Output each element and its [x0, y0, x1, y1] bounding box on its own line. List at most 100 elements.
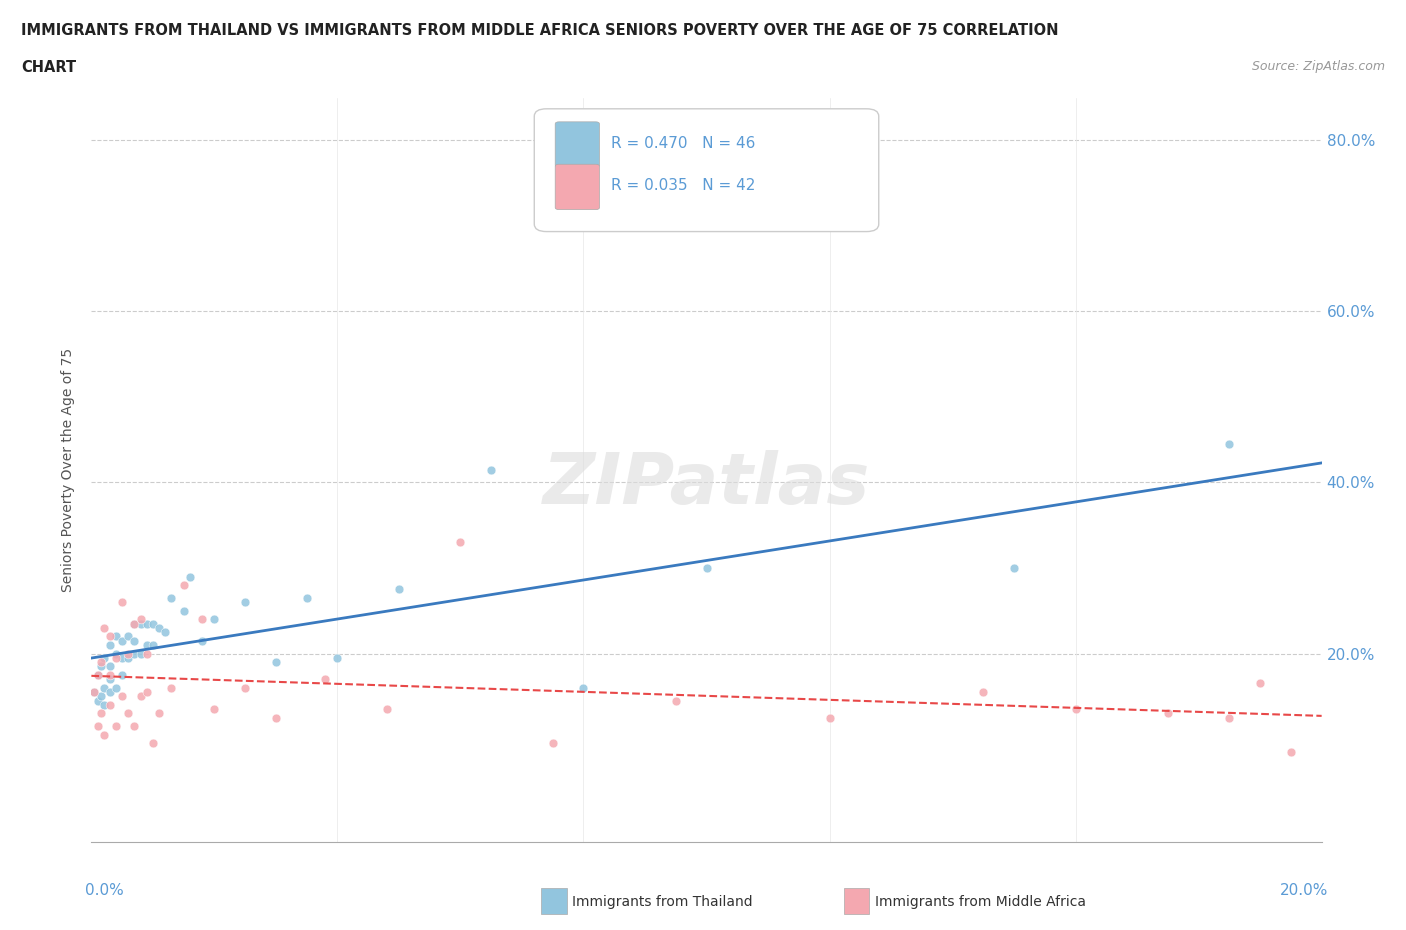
Point	[93, 650, 115, 665]
Bar	[844, 888, 869, 914]
Point	[135, 646, 157, 661]
Point	[105, 629, 127, 644]
Point	[105, 650, 127, 665]
Point	[98, 698, 121, 712]
Point	[111, 650, 134, 665]
Point	[117, 629, 139, 644]
Point	[1157, 706, 1180, 721]
Text: R = 0.035   N = 42: R = 0.035 N = 42	[610, 178, 755, 193]
Point	[135, 638, 157, 653]
Point	[98, 638, 121, 653]
Point	[314, 671, 336, 686]
FancyBboxPatch shape	[555, 122, 599, 167]
Point	[142, 617, 165, 631]
Text: IMMIGRANTS FROM THAILAND VS IMMIGRANTS FROM MIDDLE AFRICA SENIORS POVERTY OVER T: IMMIGRANTS FROM THAILAND VS IMMIGRANTS F…	[21, 23, 1059, 38]
Point	[93, 727, 115, 742]
Point	[124, 617, 146, 631]
Point	[111, 633, 134, 648]
Text: CHART: CHART	[21, 60, 76, 75]
Point	[129, 646, 152, 661]
Point	[135, 684, 157, 699]
Point	[93, 698, 115, 712]
Point	[90, 658, 112, 673]
Point	[111, 689, 134, 704]
Point	[375, 701, 398, 716]
Point	[191, 633, 214, 648]
Point	[264, 711, 287, 725]
Point	[90, 655, 112, 670]
Point	[105, 719, 127, 734]
FancyBboxPatch shape	[534, 109, 879, 232]
Point	[572, 680, 595, 695]
Point	[93, 620, 115, 635]
Point	[129, 612, 152, 627]
Point	[264, 655, 287, 670]
Point	[818, 711, 841, 725]
Point	[148, 620, 170, 635]
Point	[135, 617, 157, 631]
Point	[124, 719, 146, 734]
Point	[449, 535, 471, 550]
Y-axis label: Seniors Poverty Over the Age of 75: Seniors Poverty Over the Age of 75	[62, 348, 76, 591]
Point	[93, 680, 115, 695]
Point	[479, 462, 502, 477]
Point	[98, 684, 121, 699]
Point	[153, 625, 177, 640]
Point	[326, 650, 349, 665]
Point	[129, 689, 152, 704]
Point	[1218, 436, 1240, 451]
FancyBboxPatch shape	[555, 165, 599, 209]
Point	[83, 684, 105, 699]
Point	[98, 658, 121, 673]
Point	[1218, 711, 1240, 725]
Point	[1249, 676, 1271, 691]
Point	[142, 736, 165, 751]
Point	[98, 668, 121, 683]
Point	[105, 646, 127, 661]
Point	[173, 604, 195, 618]
Point	[160, 680, 183, 695]
Text: R = 0.470   N = 46: R = 0.470 N = 46	[610, 136, 755, 151]
Text: Immigrants from Thailand: Immigrants from Thailand	[572, 895, 752, 910]
Point	[179, 569, 201, 584]
Point	[191, 612, 214, 627]
Point	[173, 578, 195, 592]
Point	[124, 646, 146, 661]
Point	[86, 668, 108, 683]
Point	[160, 591, 183, 605]
Text: 0.0%: 0.0%	[86, 883, 124, 897]
Point	[86, 693, 108, 708]
Point	[202, 701, 225, 716]
Point	[124, 617, 146, 631]
Point	[1064, 701, 1087, 716]
Point	[1002, 561, 1025, 576]
Point	[295, 591, 318, 605]
Point	[86, 668, 108, 683]
Point	[117, 646, 139, 661]
Point	[117, 650, 139, 665]
Point	[541, 736, 564, 751]
Point	[665, 693, 688, 708]
Bar	[541, 888, 567, 914]
Point	[86, 719, 108, 734]
Point	[388, 582, 411, 597]
Point	[142, 638, 165, 653]
Point	[233, 680, 256, 695]
Point	[90, 706, 112, 721]
Point	[98, 671, 121, 686]
Point	[696, 561, 718, 576]
Point	[129, 617, 152, 631]
Text: Source: ZipAtlas.com: Source: ZipAtlas.com	[1251, 60, 1385, 73]
Point	[1279, 744, 1302, 759]
Text: Immigrants from Middle Africa: Immigrants from Middle Africa	[875, 895, 1085, 910]
Point	[117, 706, 139, 721]
Point	[90, 689, 112, 704]
Point	[111, 595, 134, 610]
Point	[148, 706, 170, 721]
Point	[972, 684, 994, 699]
Point	[83, 684, 105, 699]
Point	[124, 633, 146, 648]
Point	[202, 612, 225, 627]
Text: ZIPatlas: ZIPatlas	[543, 450, 870, 519]
Point	[98, 629, 121, 644]
